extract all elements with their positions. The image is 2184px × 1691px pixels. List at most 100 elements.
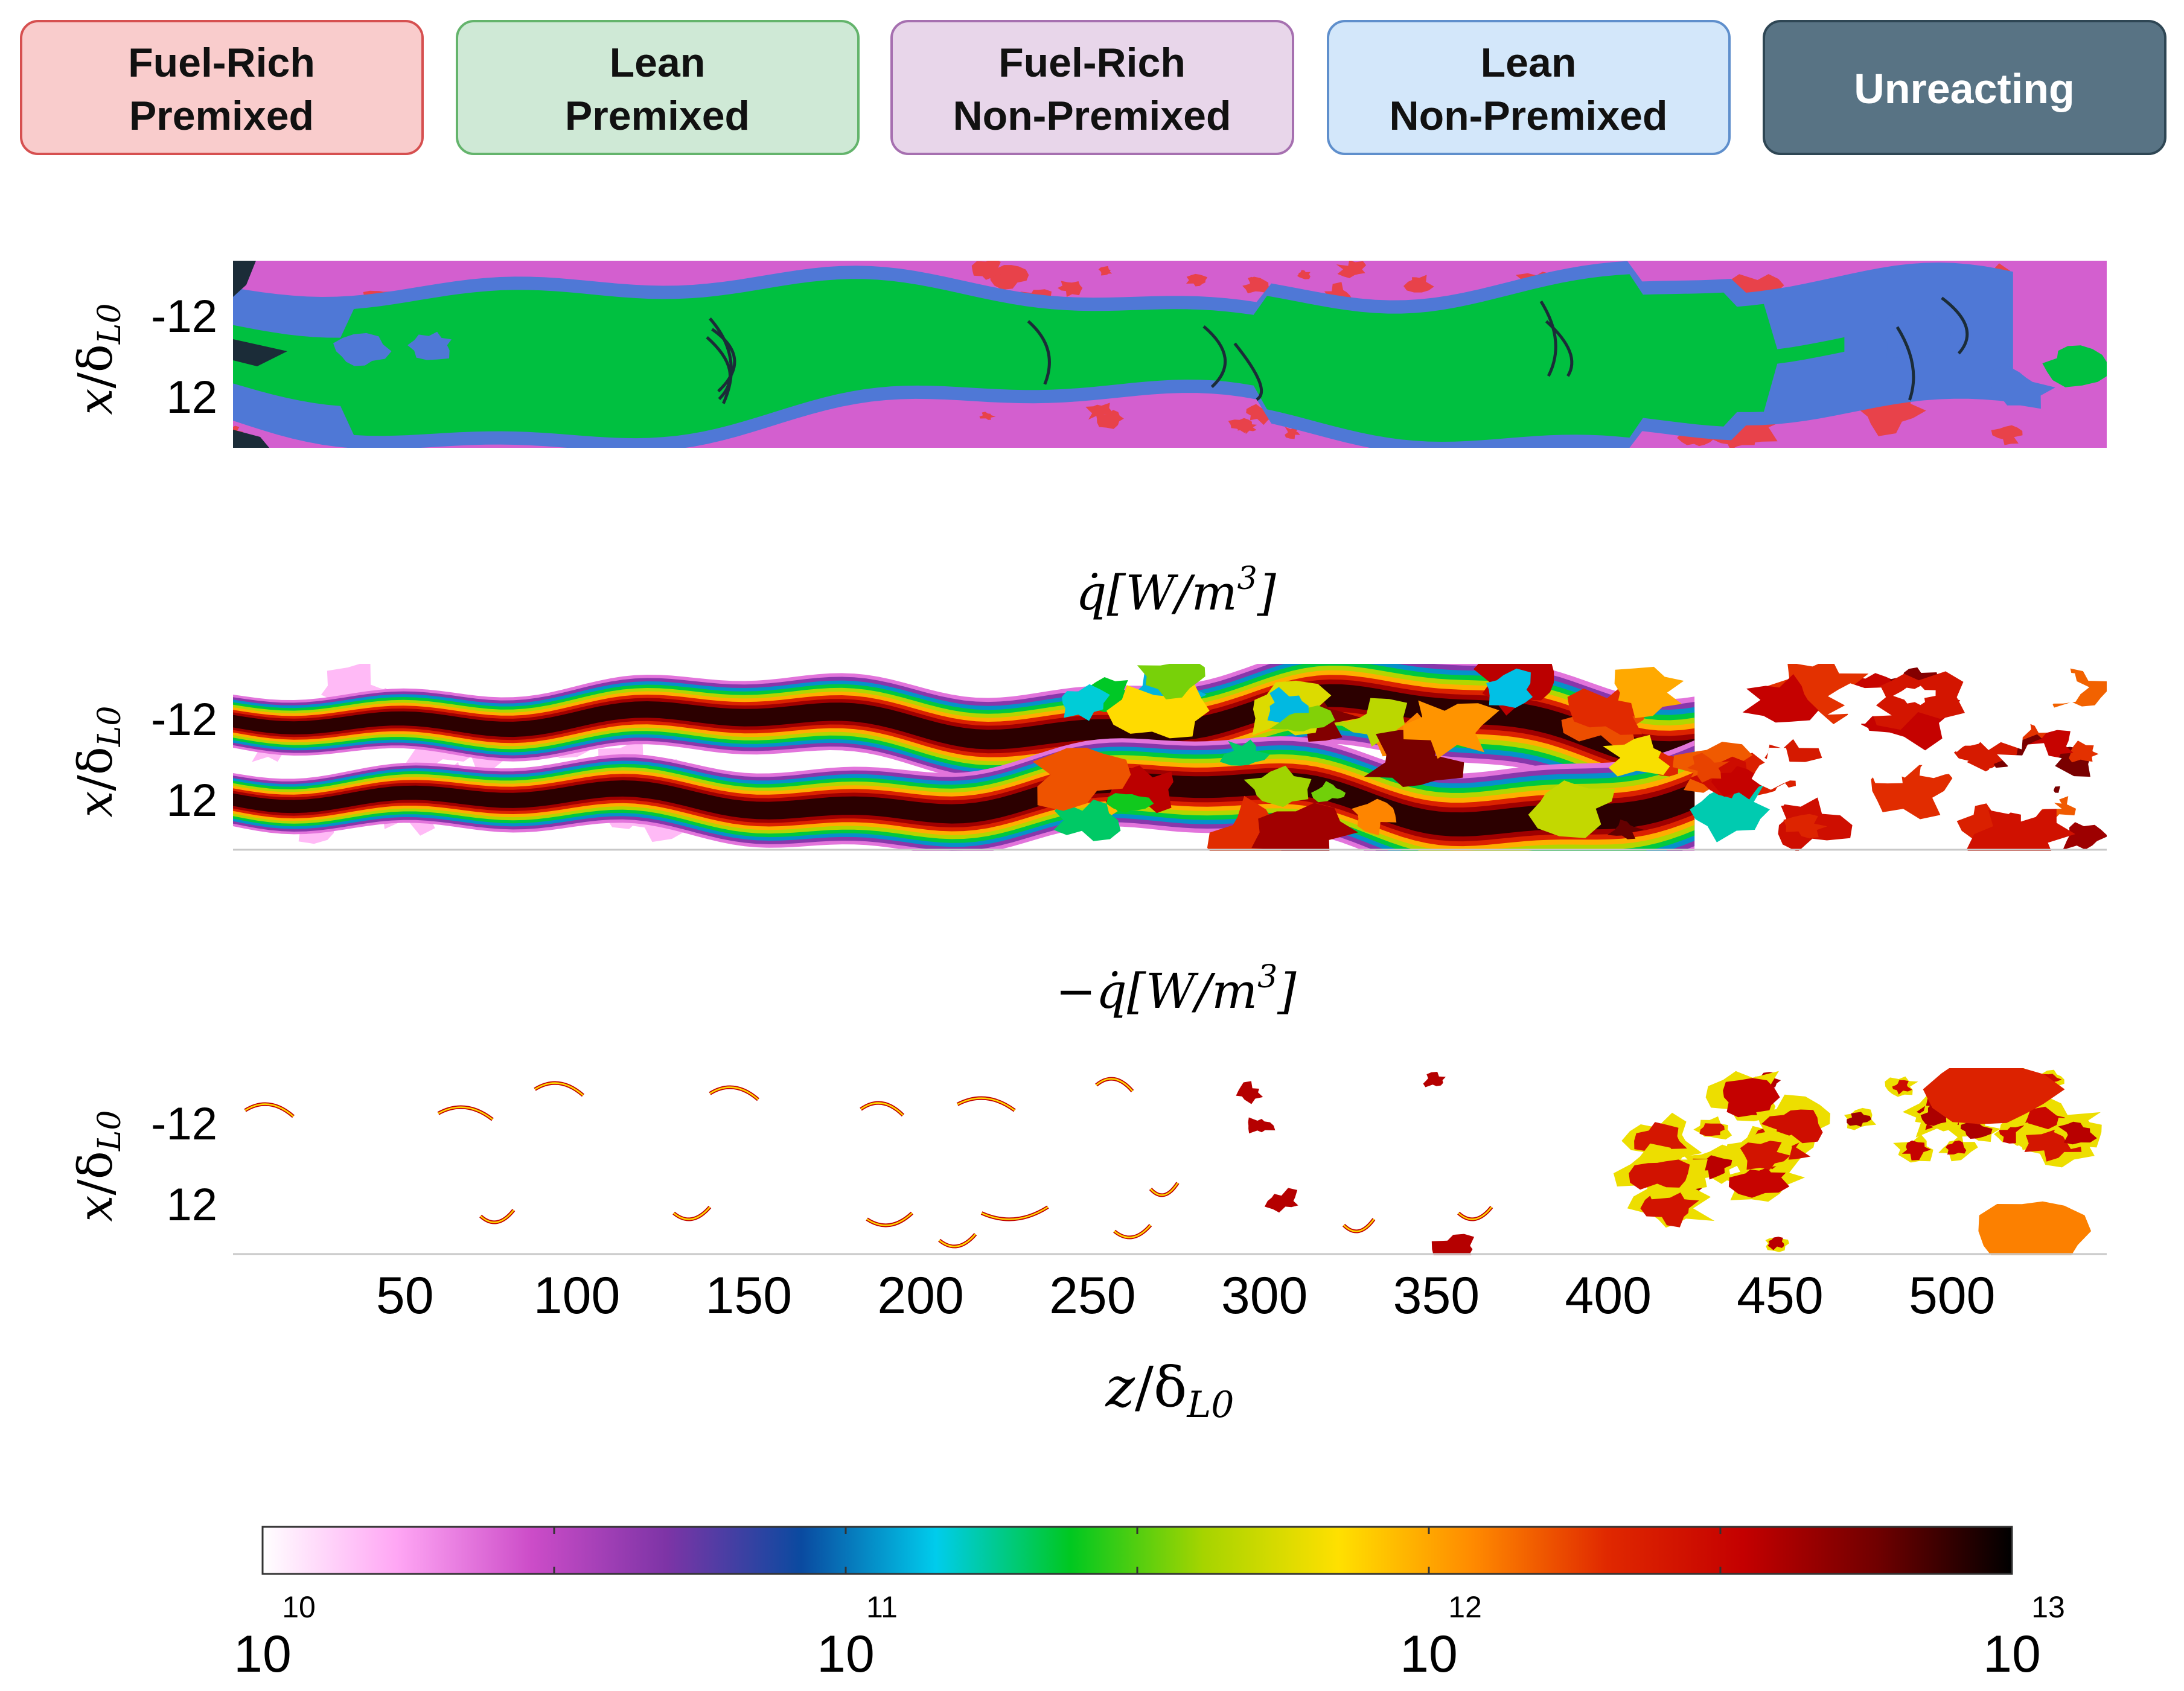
lean-non-premixed-patch <box>333 333 392 366</box>
lean-non-premixed-patch <box>407 331 452 360</box>
x-tick-label: 150 <box>706 1267 793 1325</box>
ytick-label: 12 <box>166 775 217 826</box>
heat-release-panel: q̇[W/m3] -12 12 x/δL0 <box>69 561 2107 851</box>
svg-text:x/δL0: x/δL0 <box>69 1110 128 1222</box>
negative-heat-filament-edge <box>438 1106 493 1120</box>
negative-heat-patch <box>1978 1201 2092 1255</box>
legend-swatch <box>890 20 1294 155</box>
heat-release-gap <box>1766 783 1799 807</box>
negative-heat-patch <box>1892 1080 1912 1095</box>
heat-release-gap <box>1791 721 1873 766</box>
svg-text:10: 10 <box>1983 1625 2041 1683</box>
negative-heat-patch <box>1847 1112 1872 1127</box>
negative-heat-patch <box>1723 1078 1780 1118</box>
y-axis-label: x/δL0 <box>69 304 128 415</box>
legend: Fuel-Rich Premixed Lean Premixed Fuel-Rich No… <box>20 20 2166 155</box>
heat-release-eddy <box>2063 822 2107 850</box>
ytick-label: -12 <box>151 291 217 342</box>
negative-heat-filament-edge <box>709 1086 759 1100</box>
heat-release-eddy <box>1687 753 1730 783</box>
unreacting-filament <box>709 317 733 404</box>
legend-label: Non-Premixed <box>953 93 1231 139</box>
fuel-rich-premixed-streak <box>1403 275 1434 293</box>
svg-text:10: 10 <box>282 1590 316 1624</box>
y-axis-label: x/δL0 <box>69 706 128 818</box>
negative-heat-filament-edge <box>1096 1078 1133 1092</box>
negative-heat-filament-edge <box>939 1234 976 1247</box>
legend-label: Fuel-Rich <box>998 40 1186 86</box>
heat-release-eddy <box>1106 793 1154 813</box>
heat-release-eddy <box>1032 748 1131 811</box>
heat-release-eddy <box>1614 666 1684 718</box>
heat-release-eddy <box>1137 664 1205 699</box>
fuel-rich-premixed-streak <box>1242 276 1271 294</box>
lean-premixed-region <box>233 274 1845 442</box>
heat-release-eddy <box>2025 730 2074 762</box>
heat-release-gap <box>1996 664 2080 711</box>
heat-release-eddy <box>1403 700 1499 759</box>
fuel-rich-premixed-streak <box>1336 261 1367 278</box>
negative-heat-filament-edge <box>480 1209 514 1223</box>
negative-heat-filament-edge <box>1458 1206 1492 1220</box>
regime-field <box>233 261 2107 448</box>
fuel-rich-premixed-streak <box>1186 273 1208 287</box>
fuel-rich-premixed-streak <box>1991 425 2023 445</box>
unreacting-filament <box>1233 342 1263 401</box>
unreacting-filament <box>1202 325 1227 389</box>
heat-release-eddy <box>1966 804 2075 851</box>
heat-release-flame-band <box>233 684 1695 768</box>
legend-item: Fuel-Rich Premixed <box>20 20 424 155</box>
negative-heat-filament-edge <box>866 1212 913 1226</box>
ytick-label: 12 <box>166 1179 217 1231</box>
unreacting-filament <box>1895 326 1915 401</box>
x-axis-label: z/δL0 <box>1105 1355 1234 1426</box>
fuel-rich-premixed-streak <box>1098 266 1113 276</box>
x-tick-label: 500 <box>1909 1267 1996 1325</box>
negative-heat-patch <box>1946 1140 1967 1155</box>
heat-release-gap <box>1953 704 2031 750</box>
fuel-rich-premixed-streak <box>1085 403 1113 420</box>
heat-release-eddy <box>1219 739 1270 766</box>
legend-swatch <box>20 20 424 155</box>
legend-item: Unreacting <box>1763 20 2166 155</box>
svg-text:13: 13 <box>2031 1590 2065 1624</box>
ytick-label: -12 <box>151 694 217 745</box>
negative-heat-filament-edge <box>673 1206 710 1220</box>
heat-release-eddy <box>1053 799 1121 841</box>
heat-release-eddy <box>1783 814 1827 839</box>
negative-heat-release-field <box>244 1068 2102 1255</box>
unreacting-region <box>233 261 256 297</box>
negative-heat-filament-edge <box>860 1102 904 1116</box>
x-tick-label: 450 <box>1737 1267 1824 1325</box>
fuel-rich-premixed-streak <box>1297 270 1311 279</box>
x-tick-label: 100 <box>534 1267 621 1325</box>
legend-label: Fuel-Rich <box>128 40 315 86</box>
fuel-rich-premixed-streak <box>1237 421 1257 435</box>
legend-label: Unreacting <box>1854 65 2075 112</box>
unreacting-region <box>233 339 287 366</box>
heat-release-eddy <box>1528 780 1615 838</box>
svg-text:10: 10 <box>1400 1625 1458 1683</box>
heat-release-eddy <box>1267 687 1309 723</box>
x-tick-label: 350 <box>1393 1267 1480 1325</box>
heat-release-eddy <box>1486 668 1533 708</box>
heat-release-eddy <box>1603 734 1670 777</box>
heat-release-gap <box>1751 748 1813 790</box>
unreacting-filament <box>706 336 732 400</box>
svg-text:x/δL0: x/δL0 <box>69 304 128 415</box>
legend-label: Lean <box>610 40 706 86</box>
fuel-rich-premixed-streak <box>1058 281 1083 298</box>
legend-label: Premixed <box>129 93 314 139</box>
negative-heat-patch <box>1264 1188 1298 1213</box>
lean-premixed-patch <box>2042 345 2107 387</box>
legend-label: Lean <box>1481 40 1577 86</box>
negative-heat-filament-edge <box>244 1103 294 1117</box>
x-tick-label: 250 <box>1049 1267 1136 1325</box>
heat-release-eddy <box>1251 803 1358 851</box>
negative-heat-patch <box>1699 1123 1725 1136</box>
x-tick-label: 200 <box>877 1267 964 1325</box>
